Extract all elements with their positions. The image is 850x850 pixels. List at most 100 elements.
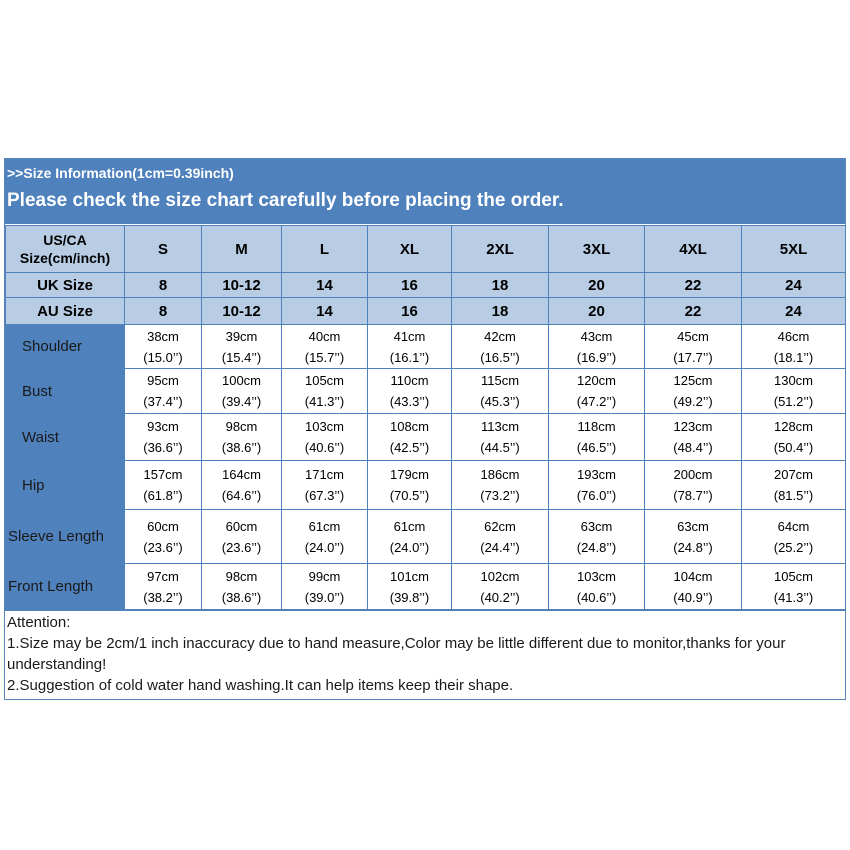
measurement-cell: 125cm (49.2’’) [644, 368, 742, 414]
au-size-label: AU Size [5, 297, 125, 325]
attention-note-1: 1.Size may be 2cm/1 inch inaccuracy due … [7, 635, 786, 673]
measurement-cell: 63cm (24.8’’) [644, 509, 742, 564]
inch-value: (39.0’’) [304, 589, 345, 605]
cm-value: 164cm [221, 467, 262, 482]
cm-value: 104cm [673, 568, 713, 584]
inch-value: (37.4’’) [143, 394, 183, 409]
cm-value: 60cm [147, 518, 179, 534]
inch-value: (41.3’’) [773, 589, 814, 605]
cm-value: 63cm [677, 518, 709, 534]
cm-value: 41cm [393, 328, 426, 344]
inch-value: (23.6’’) [143, 539, 183, 555]
measurement-cell: 193cm (76.0’’) [548, 460, 645, 510]
attention-notes: Attention: 1.Size may be 2cm/1 inch inac… [5, 610, 845, 699]
measurement-cell: 98cm (38.6’’) [201, 563, 282, 610]
cm-value: 113cm [480, 419, 520, 434]
inch-value: (24.4’’) [480, 539, 520, 555]
inch-value: (16.9’’) [576, 349, 617, 365]
measurement-cell: 118cm (46.5’’) [548, 413, 645, 461]
measurement-label: Front Length [5, 563, 125, 610]
au-size-cell-6: 22 [644, 297, 742, 325]
measurement-cell: 207cm (81.5’’) [741, 460, 846, 510]
inch-value: (64.6’’) [221, 488, 262, 503]
cm-value: 103cm [304, 419, 345, 434]
cm-value: 128cm [773, 419, 814, 434]
measurement-cell: 128cm (50.4’’) [741, 413, 846, 461]
cm-value: 157cm [143, 467, 183, 482]
uk-size-label: UK Size [5, 272, 125, 298]
size-header-4: 2XL [451, 225, 549, 273]
au-size-cell-7: 24 [741, 297, 846, 325]
uk-size-cell-1: 10-12 [201, 272, 282, 298]
au-size-row: AU Size 8 10-12 14 16 18 20 22 24 [5, 297, 846, 325]
measurement-cell: 110cm (43.3’’) [367, 368, 452, 414]
cm-value: 45cm [677, 328, 709, 344]
inch-value: (18.1’’) [773, 349, 814, 365]
cm-value: 193cm [576, 467, 617, 482]
cm-value: 64cm [777, 518, 810, 534]
measurement-cell: 164cm (64.6’’) [201, 460, 282, 510]
size-header-0: S [124, 225, 202, 273]
measurement-cell: 108cm (42.5’’) [367, 413, 452, 461]
measurement-cell: 171cm (67.3’’) [281, 460, 368, 510]
measurement-cell: 41cm (16.1’’) [367, 324, 452, 369]
measurement-cell: 186cm (73.2’’) [451, 460, 549, 510]
cm-value: 100cm [221, 373, 262, 388]
cm-value: 98cm [225, 568, 258, 584]
measurement-label: Waist [5, 413, 125, 461]
size-header-3: XL [367, 225, 452, 273]
cm-value: 39cm [225, 328, 258, 344]
measurement-cell: 157cm (61.8’’) [124, 460, 202, 510]
cm-value: 123cm [673, 419, 713, 434]
size-header-6: 4XL [644, 225, 742, 273]
measurement-label: Hip [5, 460, 125, 510]
size-chart-title: Please check the size chart carefully be… [7, 190, 564, 211]
cm-value: 61cm [393, 518, 426, 534]
cm-value: 207cm [773, 467, 814, 482]
measurement-cell: 45cm (17.7’’) [644, 324, 742, 369]
measurement-cell: 64cm (25.2’’) [741, 509, 846, 564]
measurement-cell: 104cm (40.9’’) [644, 563, 742, 610]
inch-value: (40.2’’) [480, 589, 520, 605]
measurement-row: Front Length 97cm (38.2’’) 98cm (38.6’’) 99cm… [5, 563, 846, 610]
cm-value: 105cm [773, 568, 814, 584]
au-size-cell-3: 16 [367, 297, 452, 325]
measurement-cell: 61cm (24.0’’) [281, 509, 368, 564]
measurement-cell: 115cm (45.3’’) [451, 368, 549, 414]
inch-value: (51.2’’) [773, 394, 814, 409]
inch-value: (15.0’’) [143, 349, 183, 365]
cm-value: 61cm [308, 518, 341, 534]
measurement-label: Bust [5, 368, 125, 414]
inch-value: (17.7’’) [673, 349, 713, 365]
size-chart-banner: >>Size Information(1cm=0.39inch) Please … [5, 159, 845, 225]
measurement-cell: 200cm (78.7’’) [644, 460, 742, 510]
cm-value: 62cm [484, 518, 516, 534]
measurement-cell: 93cm (36.6’’) [124, 413, 202, 461]
measurement-row: Bust 95cm (37.4’’) 100cm (39.4’’) 105cm (41.3’… [5, 368, 846, 414]
inch-value: (23.6’’) [221, 539, 262, 555]
uk-size-cell-0: 8 [124, 272, 202, 298]
au-size-cell-0: 8 [124, 297, 202, 325]
measurement-cell: 98cm (38.6’’) [201, 413, 282, 461]
measurement-cell: 102cm (40.2’’) [451, 563, 549, 610]
inch-value: (25.2’’) [773, 539, 814, 555]
inch-value: (78.7’’) [673, 488, 713, 503]
cm-value: 93cm [147, 419, 179, 434]
measurement-cell: 39cm (15.4’’) [201, 324, 282, 369]
cm-value: 46cm [777, 328, 810, 344]
measurement-row: Hip 157cm (61.8’’) 164cm (64.6’’) 171cm (67.3’… [5, 460, 846, 510]
inch-value: (44.5’’) [480, 440, 520, 455]
cm-value: 179cm [389, 467, 430, 482]
cm-value: 95cm [147, 373, 179, 388]
cm-value: 130cm [773, 373, 814, 388]
cm-value: 120cm [576, 373, 617, 388]
uk-size-cell-3: 16 [367, 272, 452, 298]
measurement-cell: 179cm (70.5’’) [367, 460, 452, 510]
cm-value: 186cm [480, 467, 520, 482]
cm-value: 102cm [480, 568, 520, 584]
inch-value: (49.2’’) [673, 394, 713, 409]
measurement-cell: 62cm (24.4’’) [451, 509, 549, 564]
inch-value: (45.3’’) [480, 394, 520, 409]
measurement-label: Sleeve Length [5, 509, 125, 564]
inch-value: (39.4’’) [221, 394, 262, 409]
